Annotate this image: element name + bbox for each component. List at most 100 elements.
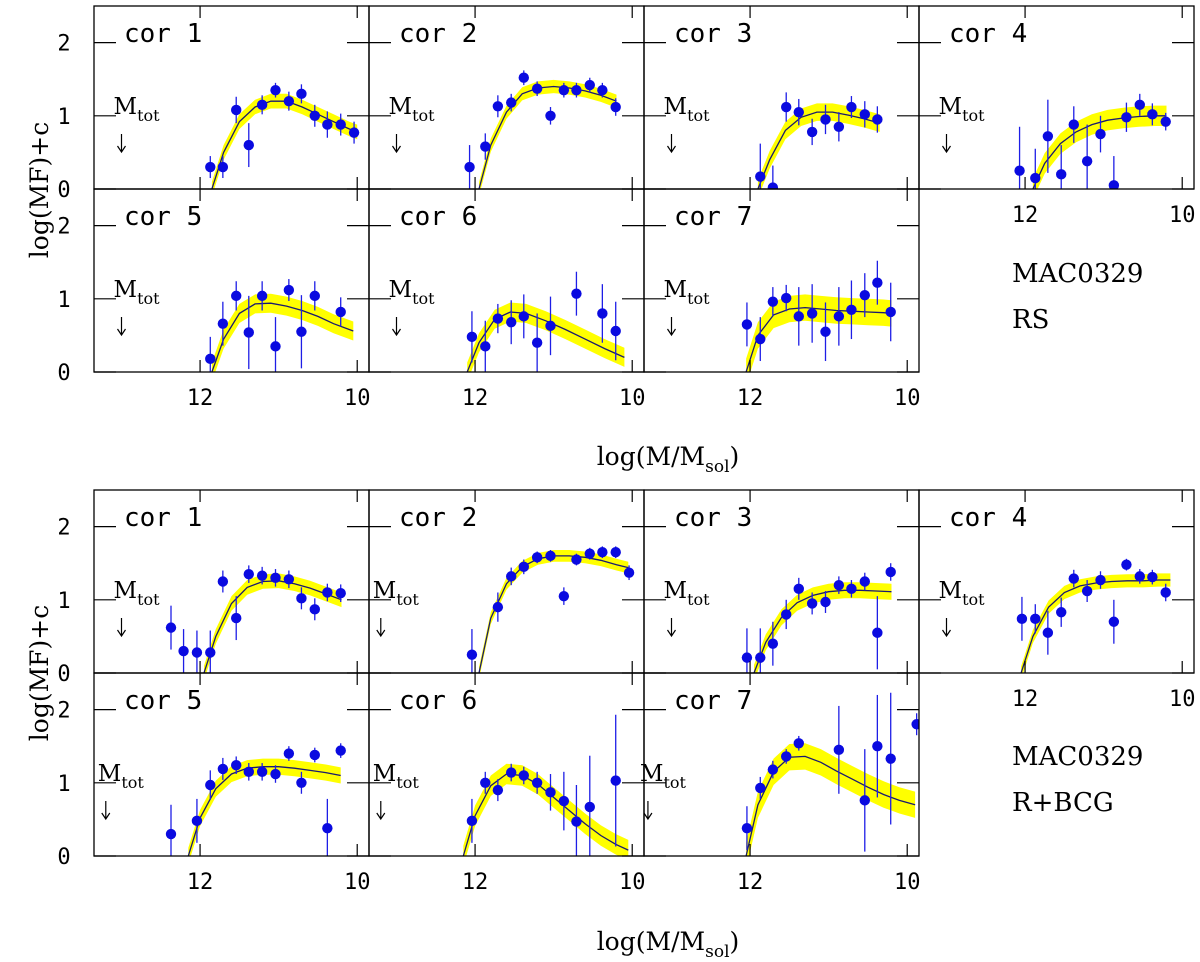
data-point: [1056, 607, 1067, 618]
data-point: [205, 353, 216, 365]
x-tick-label: 12: [737, 386, 764, 411]
data-point: [806, 308, 818, 319]
data-point: [1042, 131, 1054, 142]
data-point: [1160, 116, 1171, 127]
data-point: [270, 572, 281, 584]
confidence-band: [211, 93, 358, 189]
y-tick-label: 2: [57, 32, 70, 57]
data-point: [283, 748, 295, 759]
panel-title: cor 4: [949, 503, 1027, 533]
y-tick-label: 1: [57, 772, 70, 797]
mtot-label: Mtot: [98, 761, 145, 792]
y-tick-label: 1: [57, 288, 70, 313]
y-tick-label: 0: [57, 361, 70, 386]
data-point: [1030, 613, 1041, 625]
data-point: [767, 296, 779, 307]
x-tick-label: 10: [1169, 687, 1196, 712]
x-tick-label: 10: [344, 386, 371, 411]
x-tick-label: 12: [462, 386, 489, 411]
panel-cor-1: 0 1 2 cor 1 Mtot: [57, 5, 370, 203]
x-tick-label: 10: [619, 386, 646, 411]
mtot-arrow: [117, 317, 126, 337]
data-point: [335, 306, 346, 318]
data-point: [820, 114, 831, 125]
panel-cor-3: cor 3 Mtot: [643, 5, 920, 190]
data-point: [309, 290, 320, 302]
data-point: [270, 84, 281, 96]
mtot-label: Mtot: [114, 578, 161, 609]
data-point: [833, 311, 845, 322]
y-tick-label: 1: [57, 589, 70, 614]
data-point: [859, 576, 870, 587]
data-point: [820, 596, 831, 608]
data-point: [217, 161, 229, 173]
confidence-band: [757, 103, 880, 189]
fit-curve: [203, 580, 342, 673]
data-point: [256, 290, 268, 302]
y-tick-label: 2: [57, 516, 70, 541]
data-point: [1095, 128, 1106, 140]
confidence-band: [746, 743, 916, 856]
confidence-band: [188, 758, 341, 856]
panel-cor-1: 0 1 2 cor 1 Mtot: [57, 489, 370, 687]
data-point: [1108, 180, 1120, 189]
y-tick-label: 0: [57, 178, 70, 203]
fit-curve: [753, 589, 892, 673]
data-point: [545, 110, 556, 122]
data-point: [1081, 585, 1093, 597]
fit-curve: [478, 555, 629, 673]
top-cluster-name: MAC0329: [1012, 259, 1143, 289]
mtot-label: Mtot: [640, 761, 687, 792]
mtot-arrow: [667, 618, 676, 638]
data-point: [231, 290, 242, 302]
panel-title: cor 2: [399, 503, 477, 533]
data-point: [243, 139, 254, 151]
data-point: [466, 649, 478, 660]
mtot-arrow: [667, 317, 676, 337]
data-point: [793, 311, 804, 322]
bottom-cluster-name: MAC0329: [1012, 742, 1143, 772]
x-tick-label: 12: [187, 870, 214, 895]
mtot-arrow: [117, 134, 126, 154]
data-point: [755, 171, 766, 182]
confidence-band: [463, 763, 629, 856]
data-point: [610, 547, 621, 558]
data-point: [1108, 616, 1120, 627]
data-point: [872, 627, 883, 638]
data-point: [545, 550, 556, 562]
data-point: [833, 121, 845, 132]
mtot-label: Mtot: [373, 578, 420, 609]
data-point: [492, 101, 504, 112]
data-point: [767, 764, 779, 775]
data-point: [846, 101, 857, 113]
mtot-label: Mtot: [389, 94, 436, 125]
data-point: [846, 304, 857, 315]
data-point: [872, 114, 883, 125]
data-point: [1030, 172, 1041, 184]
data-point: [256, 570, 268, 581]
data-point: [466, 815, 478, 827]
data-point: [911, 719, 919, 730]
data-point: [309, 749, 320, 761]
data-point: [833, 744, 845, 756]
data-point: [518, 311, 529, 322]
data-point: [806, 598, 818, 609]
data-point: [243, 766, 254, 778]
mtot-arrow: [376, 618, 386, 638]
data-point: [1068, 119, 1079, 130]
y-tick-label: 2: [57, 699, 70, 724]
data-point: [296, 593, 307, 604]
data-point: [217, 318, 229, 329]
panel-title: cor 7: [674, 686, 752, 716]
data-point: [217, 576, 229, 587]
data-point: [492, 784, 504, 796]
data-point: [480, 341, 491, 352]
confidence-band: [746, 294, 892, 372]
data-point: [781, 101, 792, 113]
y-tick-label: 2: [57, 215, 70, 240]
data-point: [492, 601, 504, 613]
mtot-label: Mtot: [664, 277, 711, 308]
data-point: [781, 292, 792, 304]
data-point: [610, 775, 621, 786]
